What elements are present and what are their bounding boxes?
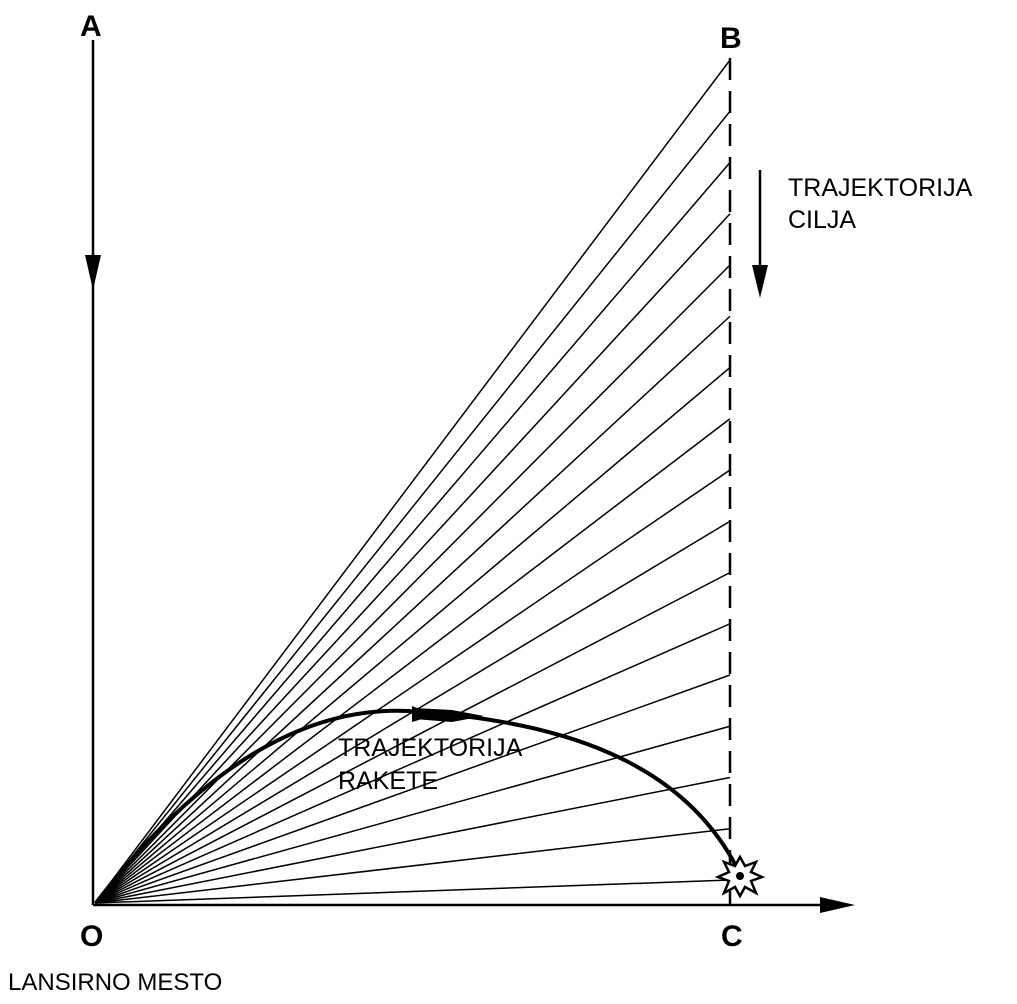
sight-line (94, 366, 731, 904)
sight-line (94, 725, 731, 904)
point-b-label: B (720, 22, 742, 55)
missile-icon (414, 708, 484, 722)
sight-line (94, 828, 731, 904)
sight-line (94, 59, 731, 904)
axis-c-right-arrow (820, 897, 855, 913)
point-c-label: C (721, 920, 743, 953)
interception-burst-core (736, 872, 744, 880)
sight-line (94, 418, 731, 904)
sight-line (94, 571, 731, 904)
missile-trajectory-label-line2: RAKETE (338, 767, 438, 795)
point-o-label: O (80, 920, 103, 953)
sight-line (94, 469, 731, 904)
sight-line (94, 674, 731, 904)
launch-site-label: LANSIRNO MESTO (8, 969, 222, 996)
sight-line (94, 264, 731, 904)
sight-line (94, 315, 731, 904)
axis-a-down-arrow (85, 255, 101, 290)
sight-line (94, 776, 731, 904)
target-trajectory-label-line2: CILJA (788, 206, 856, 234)
sight-line (94, 110, 731, 904)
missile-tail (412, 706, 422, 722)
target-trajectory-label-line1: TRAJEKTORIJA (788, 174, 973, 202)
point-a-label: A (80, 10, 102, 43)
sight-lines (94, 59, 731, 904)
missile-trajectory-label-line1: TRAJEKTORIJA (338, 734, 523, 762)
sight-line (94, 879, 731, 904)
target-direction-arrow (752, 265, 768, 298)
sight-line (94, 623, 731, 904)
sight-line (94, 162, 731, 904)
sight-line (94, 213, 731, 904)
